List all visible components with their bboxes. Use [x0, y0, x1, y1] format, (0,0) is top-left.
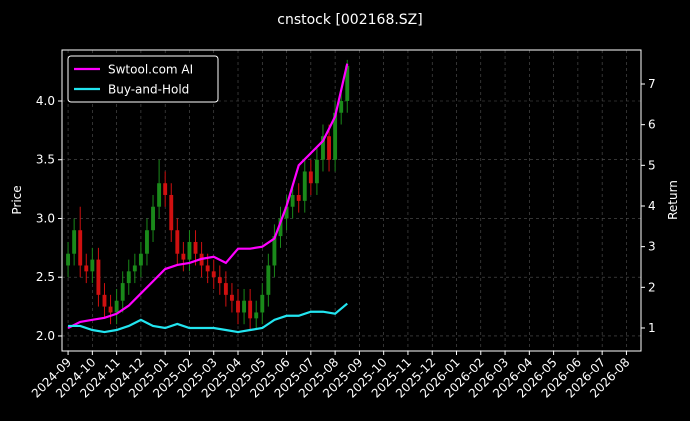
y-tick-label: 2.5 — [36, 270, 55, 284]
y2-tick-label: 7 — [648, 77, 656, 91]
candle-body — [217, 277, 222, 284]
candle-body — [278, 218, 283, 237]
candle-body — [242, 300, 247, 313]
y2-tick-label: 5 — [648, 158, 656, 172]
candle-body — [223, 283, 228, 295]
candle-body — [260, 294, 265, 313]
candle-body — [84, 265, 89, 272]
candle-body — [248, 300, 253, 319]
candle-body — [108, 306, 113, 313]
y2-tick-label: 4 — [648, 199, 656, 213]
candle-body — [145, 230, 149, 254]
candle-body — [126, 271, 131, 284]
candle-body — [339, 100, 344, 113]
candle-body — [163, 183, 168, 195]
candle-body — [138, 253, 143, 266]
candle-body — [181, 253, 186, 260]
legend-label: Swtool.com AI — [108, 63, 193, 77]
candle-body — [308, 171, 313, 184]
candle-body — [327, 136, 331, 160]
y-tick-label: 4.0 — [36, 94, 55, 108]
plot-frame — [61, 49, 642, 352]
candle-body — [321, 136, 325, 160]
candle-body — [284, 206, 289, 219]
candle-body — [193, 241, 198, 254]
y-tick-label: 3.0 — [36, 211, 55, 225]
return-line — [67, 63, 349, 329]
candle-body — [211, 271, 216, 278]
candle-body — [187, 241, 192, 260]
candle-body — [151, 206, 155, 231]
candle-body — [72, 230, 77, 254]
candle-body — [114, 300, 119, 313]
return-line — [68, 302, 348, 334]
candle-body — [345, 65, 350, 101]
candle-body — [157, 183, 162, 207]
chart-title: cnstock [002168.SZ] — [277, 12, 422, 28]
y2-tick-label: 1 — [648, 321, 656, 335]
candle-body — [296, 194, 301, 201]
candle-body — [205, 265, 210, 272]
candle-body — [132, 265, 137, 272]
candle-body — [314, 159, 319, 184]
legend-box — [67, 55, 219, 103]
y2-tick-label: 6 — [648, 118, 656, 132]
candle-body — [169, 194, 174, 231]
candle-body — [302, 171, 307, 201]
y2-tick-label: 2 — [648, 280, 656, 294]
candle-body — [333, 112, 338, 160]
candle-body — [78, 230, 83, 266]
candle-body — [254, 312, 259, 319]
candle-body — [120, 283, 125, 301]
y2-tick-label: 3 — [648, 240, 656, 254]
candle-body — [66, 253, 71, 266]
candle-body — [266, 265, 271, 295]
candle-body — [229, 294, 234, 301]
candle-body — [90, 259, 95, 272]
candle-body — [96, 259, 101, 295]
y-axis-label: Price — [10, 185, 24, 214]
candle-body — [290, 194, 295, 207]
candle-body — [236, 300, 240, 313]
y-tick-label: 3.5 — [36, 153, 55, 167]
y2-axis-label: Return — [666, 180, 680, 220]
legend-label: Buy-and-Hold — [108, 83, 189, 97]
y-tick-label: 2.0 — [36, 329, 55, 343]
candle-body — [272, 236, 277, 266]
candle-body — [175, 230, 180, 254]
candle-body — [102, 294, 107, 307]
